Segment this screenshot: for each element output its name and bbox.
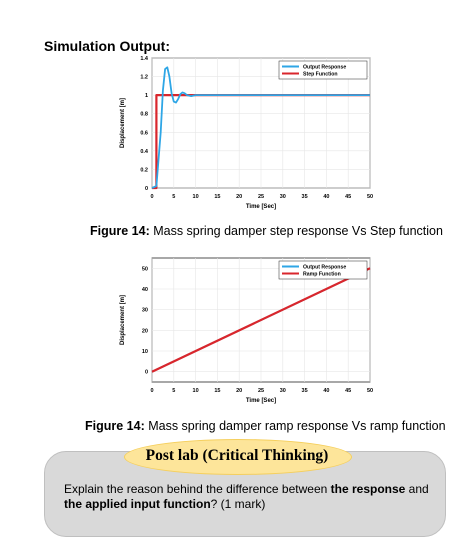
y-axis-label: Displacement [m]	[120, 295, 126, 345]
question-emphasis: the applied input function	[64, 497, 211, 511]
y-tick-label: 20	[142, 328, 148, 334]
caption-text: Mass spring damper step response Vs Step…	[149, 224, 443, 238]
x-tick-label: 0	[150, 194, 153, 200]
x-tick-label: 35	[302, 194, 308, 200]
y-tick-label: 0.4	[140, 149, 149, 155]
y-tick-label: 1.2	[140, 75, 148, 81]
x-tick-label: 5	[172, 388, 175, 394]
x-tick-label: 5	[172, 194, 175, 200]
x-tick-label: 45	[345, 194, 351, 200]
question-text: Explain the reason behind the difference…	[64, 482, 331, 496]
legend-box	[278, 60, 368, 80]
section-title: Simulation Output:	[44, 38, 170, 54]
legend-label: Ramp Function	[303, 272, 341, 278]
y-axis-label: Displacement [m]	[120, 98, 126, 148]
caption-label: Figure 14:	[85, 419, 145, 433]
series-line	[151, 267, 371, 373]
question-emphasis: the response	[330, 482, 406, 496]
figure-caption-ramp: Figure 14: Mass spring damper ramp respo…	[85, 419, 446, 433]
question-text: ? (1 mark)	[210, 497, 266, 511]
x-tick-label: 50	[367, 388, 373, 394]
x-tick-label: 25	[258, 194, 264, 200]
x-tick-label: 30	[280, 194, 286, 200]
series-line	[151, 66, 370, 189]
x-tick-label: 35	[302, 388, 308, 394]
figure-caption-step: Figure 14: Mass spring damper step respo…	[90, 224, 443, 238]
y-tick-label: 0.2	[140, 167, 148, 173]
x-tick-label: 20	[236, 194, 242, 200]
x-tick-label: 40	[323, 194, 329, 200]
postlab-title-pill	[124, 439, 352, 475]
x-tick-label: 45	[345, 388, 351, 394]
x-tick-label: 15	[214, 194, 220, 200]
y-tick-label: 0.8	[140, 112, 148, 118]
legend-label: Step Function	[303, 72, 338, 78]
question-text: and	[405, 482, 429, 496]
y-tick-label: 50	[142, 266, 148, 272]
y-tick-label: 1	[145, 93, 148, 99]
step-response-chart: 0 5 10 15 20 25 30 35 40 45 50 0 0.2 0.4 0.6 0.8 1 1.2 1.4…	[108, 52, 383, 224]
x-tick-label: 40	[323, 388, 329, 394]
caption-text: Mass spring damper ramp response Vs ramp…	[144, 419, 446, 433]
y-tick-label: 0	[145, 186, 148, 192]
caption-label: Figure 14:	[90, 224, 150, 238]
y-tick-label: 0	[145, 370, 148, 376]
y-tick-label: 30	[142, 308, 148, 314]
x-tick-label: 0	[150, 388, 153, 394]
legend-label: Output Response	[303, 265, 346, 271]
x-tick-label: 25	[258, 388, 264, 394]
x-tick-label: 20	[236, 388, 242, 394]
ramp-chart-svg: 0 5 10 15 20 25 30 35 40 45 50 0 10 20 30 40 50 Time [Sec…	[120, 257, 373, 404]
x-axis-label: Time [Sec]	[246, 398, 276, 404]
x-tick-label: 30	[280, 388, 286, 394]
postlab-question: Explain the reason behind the difference…	[64, 482, 436, 512]
legend-box	[278, 260, 368, 280]
x-tick-label: 10	[193, 388, 199, 394]
x-tick-label: 10	[193, 194, 199, 200]
y-tick-label: 1.4	[140, 56, 149, 62]
x-axis-label: Time [Sec]	[246, 204, 276, 210]
legend-label: Output Response	[303, 65, 346, 71]
y-tick-label: 0.6	[140, 130, 148, 136]
postlab-title: Post lab (Critical Thinking)	[145, 447, 329, 464]
ramp-response-chart: 0 5 10 15 20 25 30 35 40 45 50 0 10 20 30 40 50 Time [Sec…	[108, 252, 383, 416]
x-tick-label: 50	[367, 194, 373, 200]
x-tick-label: 15	[214, 388, 220, 394]
y-tick-label: 40	[142, 287, 148, 293]
step-chart-svg: 0 5 10 15 20 25 30 35 40 45 50 0 0.2 0.4 0.6 0.8 1 1.2 1.4…	[120, 56, 373, 210]
y-tick-label: 10	[142, 349, 148, 355]
